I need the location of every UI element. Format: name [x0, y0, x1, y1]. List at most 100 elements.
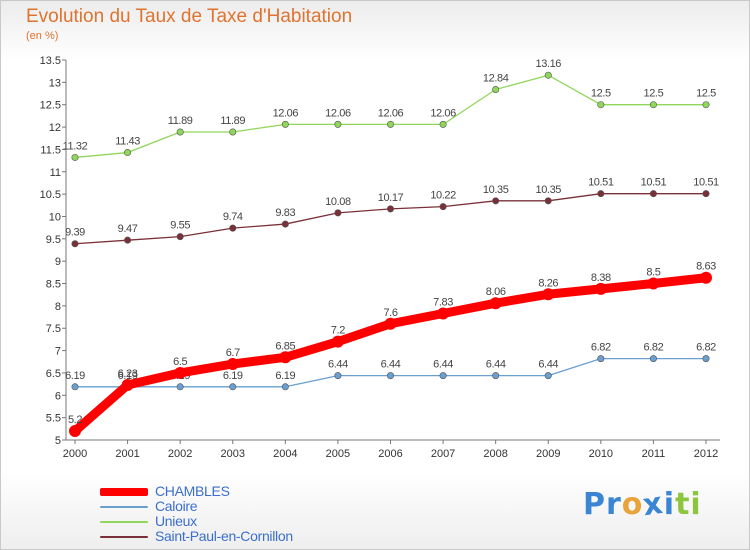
data-point [647, 277, 660, 290]
data-label: 11.89 [220, 115, 245, 127]
data-point [597, 101, 605, 109]
data-point [121, 379, 134, 392]
y-tick-label: 5 [55, 435, 61, 447]
data-point [386, 205, 394, 213]
x-tick-label: 2003 [221, 448, 245, 460]
data-label: 10.51 [693, 177, 719, 189]
x-tick-label: 2005 [326, 448, 350, 460]
legend-label: CHAMBLES [155, 483, 230, 499]
data-label: 6.82 [644, 342, 664, 354]
legend-swatch [100, 535, 148, 538]
data-label: 6.44 [328, 359, 348, 371]
data-label: 12.06 [273, 107, 299, 119]
data-label: 9.74 [223, 211, 243, 223]
data-point [334, 120, 342, 128]
data-point [334, 372, 342, 380]
x-tick-label: 2008 [483, 448, 507, 460]
data-label: 12.5 [696, 88, 716, 100]
data-label: 6.82 [591, 342, 611, 354]
data-point [71, 153, 79, 161]
data-label: 6.82 [696, 342, 716, 354]
data-point [229, 128, 237, 136]
y-tick-label: 6.5 [46, 368, 61, 380]
data-label: 12.5 [591, 88, 611, 100]
y-tick-label: 5.5 [46, 413, 61, 425]
x-tick-label: 2001 [115, 448, 139, 460]
data-point [174, 366, 187, 379]
data-point [176, 128, 184, 136]
data-label: 10.17 [378, 192, 404, 204]
data-label: 6.44 [381, 359, 401, 371]
data-label: 12.06 [378, 107, 404, 119]
x-tick-label: 2010 [589, 448, 613, 460]
data-point [492, 197, 500, 205]
data-label: 7.6 [383, 307, 397, 319]
data-label: 9.47 [118, 223, 138, 235]
data-point [700, 271, 712, 284]
chart-title: Evolution du Taux de Taxe d'Habitation [26, 6, 353, 27]
y-tick-label: 10.5 [40, 189, 61, 201]
data-label: 11.32 [63, 140, 88, 152]
x-tick-label: 2002 [168, 448, 192, 460]
data-label: 6.5 [173, 356, 187, 368]
x-tick-label: 2006 [378, 448, 402, 460]
data-point [281, 120, 289, 128]
chart-subtitle: (en %) [26, 30, 59, 42]
data-label: 12.06 [325, 107, 351, 119]
logo-letter: i [690, 487, 702, 522]
data-label: 5.2 [68, 414, 82, 426]
data-label: 8.38 [591, 272, 611, 284]
data-point [439, 120, 447, 128]
data-point [124, 236, 132, 244]
logo-letter: i [663, 487, 676, 522]
x-tick-label: 2012 [694, 448, 718, 460]
y-tick-label: 11 [50, 167, 61, 179]
data-point [281, 383, 289, 391]
legend-label: Caloire [155, 498, 198, 514]
data-label: 6.44 [433, 359, 453, 371]
data-point [649, 101, 657, 109]
data-point [649, 190, 657, 198]
data-label: 10.22 [430, 190, 456, 202]
legend-label: Unieux [155, 513, 197, 529]
data-point [331, 335, 344, 348]
data-label: 12.5 [644, 88, 664, 100]
data-label: 6.23 [118, 368, 138, 380]
data-label: 8.06 [486, 286, 506, 298]
x-tick-label: 2011 [642, 448, 666, 460]
data-point [176, 233, 184, 241]
data-label: 6.44 [486, 359, 506, 371]
y-tick-label: 12 [49, 122, 61, 134]
data-point [334, 209, 342, 217]
legend-swatch [100, 487, 148, 496]
logo-letter: P [583, 487, 606, 522]
data-point [176, 383, 184, 391]
data-label: 6.19 [223, 370, 243, 382]
data-label: 12.06 [430, 107, 456, 119]
data-label: 7.2 [331, 325, 345, 337]
y-tick-label: 9.5 [46, 234, 61, 246]
data-label: 9.55 [170, 220, 190, 232]
y-tick-label: 9 [55, 256, 61, 268]
data-label: 6.19 [65, 370, 85, 382]
data-point [439, 203, 447, 211]
data-point [437, 307, 450, 320]
data-label: 7.83 [433, 296, 453, 308]
data-point [594, 282, 607, 295]
data-point [69, 425, 81, 438]
x-tick-label: 2009 [536, 448, 560, 460]
data-point [229, 224, 237, 232]
data-label: 8.63 [696, 261, 716, 273]
logo-letter: r [606, 487, 622, 522]
data-point [492, 372, 500, 380]
data-point [544, 372, 552, 380]
data-label: 6.19 [275, 370, 295, 382]
data-label: 10.51 [641, 177, 667, 189]
y-tick-label: 13.5 [40, 55, 61, 67]
data-point [597, 355, 605, 363]
data-point [281, 220, 289, 228]
data-point [439, 372, 447, 380]
data-point [386, 372, 394, 380]
